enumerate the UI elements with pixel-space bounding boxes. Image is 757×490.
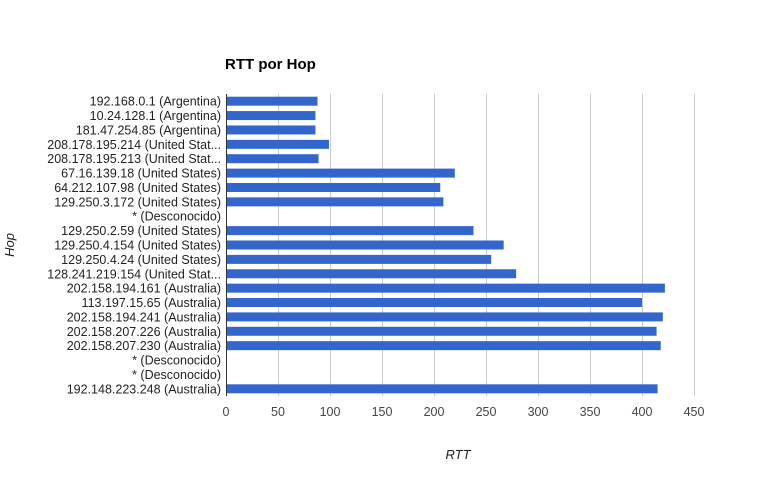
category-label: 192.168.0.1 (Argentina) xyxy=(90,95,221,109)
category-label: 64.212.107.98 (United States) xyxy=(54,181,221,195)
category-label: 202.158.207.226 (Australia) xyxy=(67,325,221,339)
category-label: * (Desconocido) xyxy=(132,210,221,224)
category-label: 128.241.219.154 (United Stat... xyxy=(47,267,221,281)
bar xyxy=(226,298,642,308)
category-labels: 192.168.0.1 (Argentina)10.24.128.1 (Arge… xyxy=(47,95,221,397)
bar xyxy=(226,341,661,351)
bar xyxy=(226,96,318,106)
category-label: 202.158.194.161 (Australia) xyxy=(67,282,221,296)
bar xyxy=(226,139,329,149)
category-label: * (Desconocido) xyxy=(132,354,221,368)
x-tick-label: 200 xyxy=(424,405,445,419)
x-tick-label: 300 xyxy=(528,405,549,419)
category-label: 181.47.254.85 (Argentina) xyxy=(76,123,221,137)
bar xyxy=(226,154,319,164)
category-label: 129.250.2.59 (United States) xyxy=(61,224,221,238)
category-label: 202.158.194.241 (Australia) xyxy=(67,310,221,324)
bar xyxy=(226,168,455,178)
bar xyxy=(226,125,316,135)
x-tick-labels: 0 50 100 150 200 250 300 350 400 450 xyxy=(223,405,705,419)
bar xyxy=(226,312,663,322)
bars xyxy=(226,96,665,394)
bar xyxy=(226,182,441,192)
category-label: 202.158.207.230 (Australia) xyxy=(67,339,221,353)
bar xyxy=(226,283,665,293)
category-label: 67.16.139.18 (United States) xyxy=(61,167,221,181)
category-label: 129.250.4.154 (United States) xyxy=(54,239,221,253)
bar xyxy=(226,269,517,279)
category-label: * (Desconocido) xyxy=(132,368,221,382)
x-tick-label: 50 xyxy=(271,405,285,419)
x-tick-label: 400 xyxy=(632,405,653,419)
chart-title: RTT por Hop xyxy=(225,56,316,73)
x-axis-title: RTT xyxy=(445,447,471,462)
bar xyxy=(226,240,504,250)
category-label: 129.250.3.172 (United States) xyxy=(54,195,221,209)
x-tick-label: 150 xyxy=(372,405,393,419)
x-tick-label: 100 xyxy=(320,405,341,419)
x-tick-label: 250 xyxy=(476,405,497,419)
bar xyxy=(226,197,444,207)
y-axis-title: Hop xyxy=(2,233,17,257)
category-label: 208.178.195.214 (United Stat... xyxy=(47,138,221,152)
bar xyxy=(226,326,657,336)
bar xyxy=(226,254,492,264)
category-label: 208.178.195.213 (United Stat... xyxy=(47,152,221,166)
x-tick-label: 350 xyxy=(580,405,601,419)
x-tick-label: 450 xyxy=(684,405,705,419)
x-tick-label: 0 xyxy=(223,405,230,419)
category-label: 113.197.15.65 (Australia) xyxy=(82,296,221,310)
category-label: 192.148.223.248 (Australia) xyxy=(67,382,221,396)
bar xyxy=(226,111,316,121)
category-label: 10.24.128.1 (Argentina) xyxy=(90,109,221,123)
bar xyxy=(226,226,474,236)
bar xyxy=(226,384,658,394)
category-label: 129.250.4.24 (United States) xyxy=(61,253,221,267)
